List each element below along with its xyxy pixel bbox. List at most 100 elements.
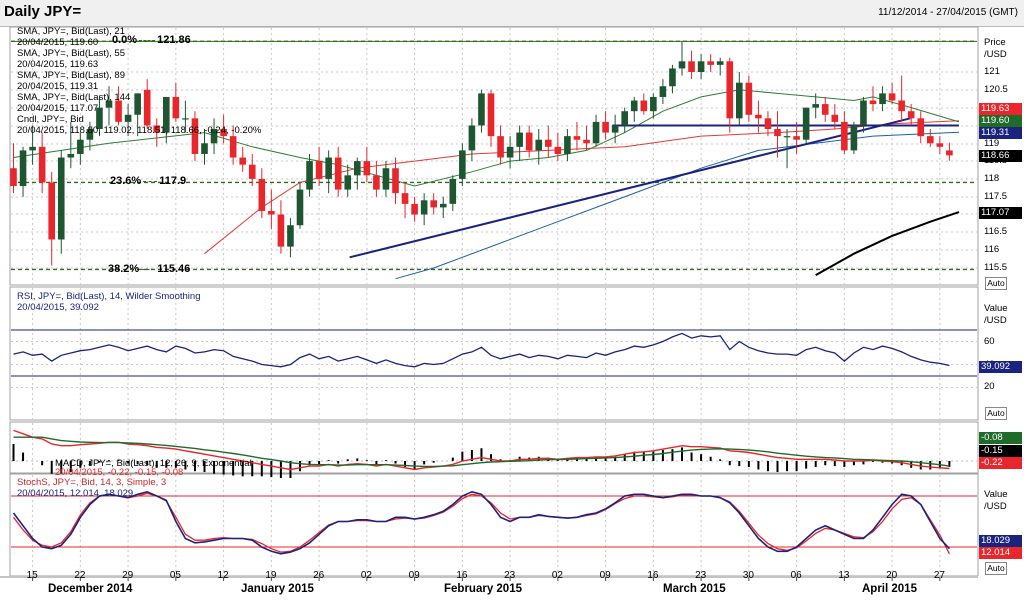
candle bbox=[497, 125, 504, 165]
candle bbox=[478, 89, 485, 133]
trendline-0 bbox=[349, 117, 911, 259]
candle-body bbox=[334, 157, 342, 190]
rsi-tick-20: 20 bbox=[984, 381, 995, 392]
candle-body bbox=[678, 61, 686, 69]
legend-sma55-label: SMA, JPY=, Bid(Last), 55 bbox=[17, 48, 125, 59]
candle bbox=[669, 64, 676, 94]
candle bbox=[96, 96, 103, 137]
macd-legend-label: MACD, JPY=, Bid(Last), 12, 26, 9, Expone… bbox=[55, 458, 252, 469]
macd-line-tag: -0.22 bbox=[979, 457, 1022, 469]
candle bbox=[153, 118, 161, 147]
candle bbox=[783, 129, 791, 169]
candle bbox=[831, 104, 839, 130]
candle-body bbox=[67, 153, 75, 158]
candle bbox=[382, 161, 390, 197]
candle-body bbox=[296, 189, 304, 226]
fib-23-pct: 23.6% bbox=[110, 175, 142, 187]
candle-body bbox=[831, 114, 839, 122]
fib-0-value: 121.86 bbox=[157, 34, 191, 46]
candle bbox=[268, 189, 275, 229]
candle-body bbox=[19, 150, 27, 187]
candle-body bbox=[258, 178, 266, 211]
month-label-april: April 2015 bbox=[862, 583, 917, 595]
tag-sma89: 119.31 bbox=[979, 127, 1022, 139]
price-tick-label: 116.5 bbox=[984, 226, 1008, 237]
candle-body bbox=[478, 93, 485, 126]
candle bbox=[420, 193, 428, 226]
candle-body bbox=[630, 100, 638, 112]
legend-sma144-label: SMA, JPY=, Bid(Last), 144 bbox=[17, 92, 131, 103]
candle bbox=[745, 75, 753, 122]
x-tick-label: 19 bbox=[265, 570, 277, 581]
candle bbox=[487, 89, 495, 147]
candle bbox=[182, 100, 189, 133]
candle bbox=[821, 96, 829, 122]
candle-body bbox=[382, 168, 390, 190]
candle-body bbox=[621, 111, 628, 126]
legend-candle-label: Cndl, JPY=, Bid bbox=[17, 114, 84, 125]
candle-body bbox=[697, 61, 705, 72]
candle-body bbox=[774, 129, 781, 137]
legend-sma21-label: SMA, JPY=, Bid(Last), 21 bbox=[17, 26, 125, 37]
candle bbox=[306, 153, 313, 197]
rsi-auto-button[interactable]: Auto bbox=[985, 407, 1007, 420]
candle-body bbox=[888, 93, 896, 101]
candle bbox=[344, 164, 352, 197]
price-tick-label: 120.5 bbox=[984, 84, 1008, 95]
candle bbox=[621, 107, 628, 133]
candle bbox=[841, 111, 848, 154]
candle bbox=[907, 104, 915, 126]
candle-body bbox=[564, 136, 571, 154]
candle bbox=[172, 82, 180, 122]
candle-body bbox=[96, 107, 103, 130]
candle bbox=[602, 111, 609, 140]
candle-body bbox=[659, 86, 667, 97]
candle-body bbox=[191, 118, 199, 154]
candle bbox=[459, 143, 466, 187]
candle bbox=[277, 200, 285, 254]
candle-body bbox=[373, 175, 380, 190]
rsi-axis-unit: /USD bbox=[984, 315, 1007, 326]
price-auto-button[interactable]: Auto bbox=[985, 277, 1007, 290]
candle-body bbox=[506, 146, 514, 158]
macd-hist-tag: -0.15 bbox=[979, 445, 1022, 457]
stoch-legend-value: 20/04/2015, 12.014, 18.029 bbox=[17, 488, 134, 499]
chart-title: Daily JPY= bbox=[4, 3, 82, 20]
candle bbox=[392, 157, 399, 204]
price-tick-label: 117.5 bbox=[984, 191, 1008, 202]
date-range-label: 11/12/2014 - 27/04/2015 (GMT) bbox=[878, 7, 1018, 18]
candle bbox=[535, 129, 543, 165]
candle-body bbox=[363, 161, 371, 176]
fib-38-value: 115.46 bbox=[157, 263, 191, 275]
candle bbox=[287, 218, 294, 258]
rsi-axis-title: Value bbox=[984, 303, 1008, 314]
candle-body bbox=[917, 118, 925, 137]
candle bbox=[48, 171, 55, 266]
candle bbox=[860, 96, 867, 133]
price-axis-unit: /USD bbox=[984, 49, 1007, 60]
stoch-k-line bbox=[12, 490, 950, 555]
candle bbox=[888, 82, 896, 105]
stoch-auto-button[interactable]: Auto bbox=[985, 562, 1007, 575]
candle bbox=[115, 86, 122, 126]
x-tick-label: 02 bbox=[551, 570, 563, 581]
candle bbox=[67, 121, 75, 169]
legend-sma21-value: 20/04/2015, 119.60 bbox=[17, 37, 99, 48]
candle-body bbox=[153, 125, 161, 133]
candle-body bbox=[459, 150, 466, 179]
candle-body bbox=[755, 114, 762, 119]
candle-body bbox=[554, 146, 562, 154]
price-tick-label: 116 bbox=[984, 244, 1000, 255]
candle-body bbox=[105, 100, 113, 108]
tag-last-price: 118.66 bbox=[979, 150, 1022, 162]
candle bbox=[124, 104, 132, 137]
candle-body bbox=[248, 164, 256, 179]
candle-body bbox=[592, 121, 600, 144]
x-tick-label: 30 bbox=[742, 570, 754, 581]
candle bbox=[592, 114, 600, 147]
candle-body bbox=[468, 125, 476, 151]
candle-body bbox=[420, 200, 428, 215]
candle-body bbox=[77, 139, 84, 154]
candle bbox=[898, 75, 905, 122]
